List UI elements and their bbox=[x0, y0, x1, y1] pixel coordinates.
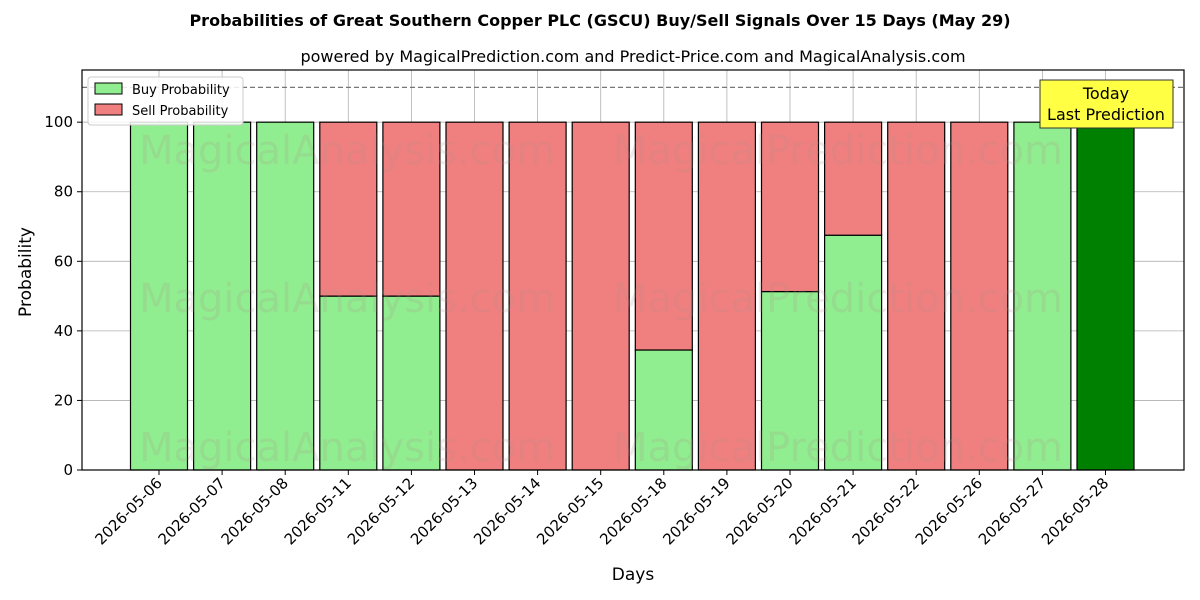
y-tick-label: 20 bbox=[54, 391, 73, 409]
bar-sell bbox=[445, 121, 504, 471]
axes bbox=[81, 69, 1185, 471]
x-tick-label: 2026-05-11 bbox=[281, 474, 355, 548]
bar-buy bbox=[1013, 121, 1072, 471]
bar-sell bbox=[823, 121, 883, 236]
x-tick-label: 2026-05-27 bbox=[975, 474, 1049, 548]
plot-frame bbox=[81, 69, 1185, 471]
x-tick-label: 2026-05-18 bbox=[596, 474, 670, 548]
bar-sell bbox=[697, 121, 757, 471]
x-tick-label: 2026-05-08 bbox=[218, 474, 292, 548]
x-tick-label: 2026-05-22 bbox=[849, 474, 923, 548]
watermark-text: MagicalAnalysis.com bbox=[139, 425, 555, 471]
y-axis-ticks: 0 20 40 60 80 100 bbox=[44, 113, 82, 479]
bar-sell bbox=[382, 121, 441, 297]
annotation-box bbox=[1039, 79, 1174, 129]
watermark-text: MagicalAnalysis.com bbox=[139, 276, 555, 322]
legend-buy-swatch bbox=[94, 82, 123, 95]
bar-sell bbox=[760, 121, 820, 293]
y-axis-label: Probability bbox=[16, 227, 36, 317]
y-tick-label: 100 bbox=[44, 113, 73, 131]
annotation-line-1: Today bbox=[1082, 84, 1129, 103]
legend-buy-label: Buy Probability bbox=[132, 83, 230, 98]
bar-sell bbox=[634, 121, 693, 351]
x-tick-label: 2026-05-12 bbox=[344, 474, 418, 548]
watermark-text: MagicalPrediction.com bbox=[613, 276, 1063, 322]
legend: Buy Probability Sell Probability bbox=[87, 76, 244, 126]
x-tick-label: 2026-05-19 bbox=[659, 474, 733, 548]
y-tick-label: 0 bbox=[63, 461, 73, 479]
today-annotation: Today Last Prediction bbox=[1039, 79, 1174, 129]
y-tick-label: 80 bbox=[54, 183, 73, 201]
x-tick-label: 2026-05-06 bbox=[91, 474, 165, 548]
bar-sell bbox=[950, 121, 1009, 471]
watermark-text: MagicalPrediction.com bbox=[613, 425, 1063, 471]
x-tick-label: 2026-05-26 bbox=[912, 474, 986, 548]
annotation-line-2: Last Prediction bbox=[1047, 105, 1165, 124]
x-axis-label: Days bbox=[612, 565, 655, 585]
bar-buy bbox=[823, 234, 883, 471]
bar-buy bbox=[319, 295, 378, 471]
y-tick-label: 40 bbox=[54, 322, 73, 340]
x-tick-label: 2026-05-15 bbox=[533, 474, 607, 548]
x-tick-label: 2026-05-21 bbox=[786, 474, 860, 548]
bar-sell bbox=[508, 121, 567, 471]
bar-buy bbox=[760, 290, 820, 471]
x-tick-label: 2026-05-20 bbox=[722, 474, 796, 548]
bar-buy-today bbox=[1076, 121, 1135, 471]
x-tick-label: 2026-05-14 bbox=[470, 474, 544, 548]
y-tick-label: 60 bbox=[54, 252, 73, 270]
watermark-text: MagicalAnalysis.com bbox=[139, 128, 555, 174]
bar-sell bbox=[319, 121, 378, 297]
chart-title: Probabilities of Great Southern Copper P… bbox=[189, 11, 1010, 30]
x-tick-label: 2026-05-28 bbox=[1038, 474, 1112, 548]
watermarks: MagicalAnalysis.com MagicalPrediction.com… bbox=[139, 128, 1063, 471]
bars bbox=[129, 121, 1135, 471]
chart-subtitle: powered by MagicalPrediction.com and Pre… bbox=[300, 47, 965, 66]
x-axis-ticks: 2026-05-062026-05-072026-05-082026-05-11… bbox=[91, 470, 1112, 548]
watermark-text: MagicalPrediction.com bbox=[613, 128, 1063, 174]
legend-box bbox=[87, 76, 244, 126]
legend-sell-label: Sell Probability bbox=[132, 104, 229, 119]
x-tick-label: 2026-05-13 bbox=[407, 474, 481, 548]
x-tick-label: 2026-05-07 bbox=[155, 474, 229, 548]
legend-sell-swatch bbox=[94, 103, 123, 116]
